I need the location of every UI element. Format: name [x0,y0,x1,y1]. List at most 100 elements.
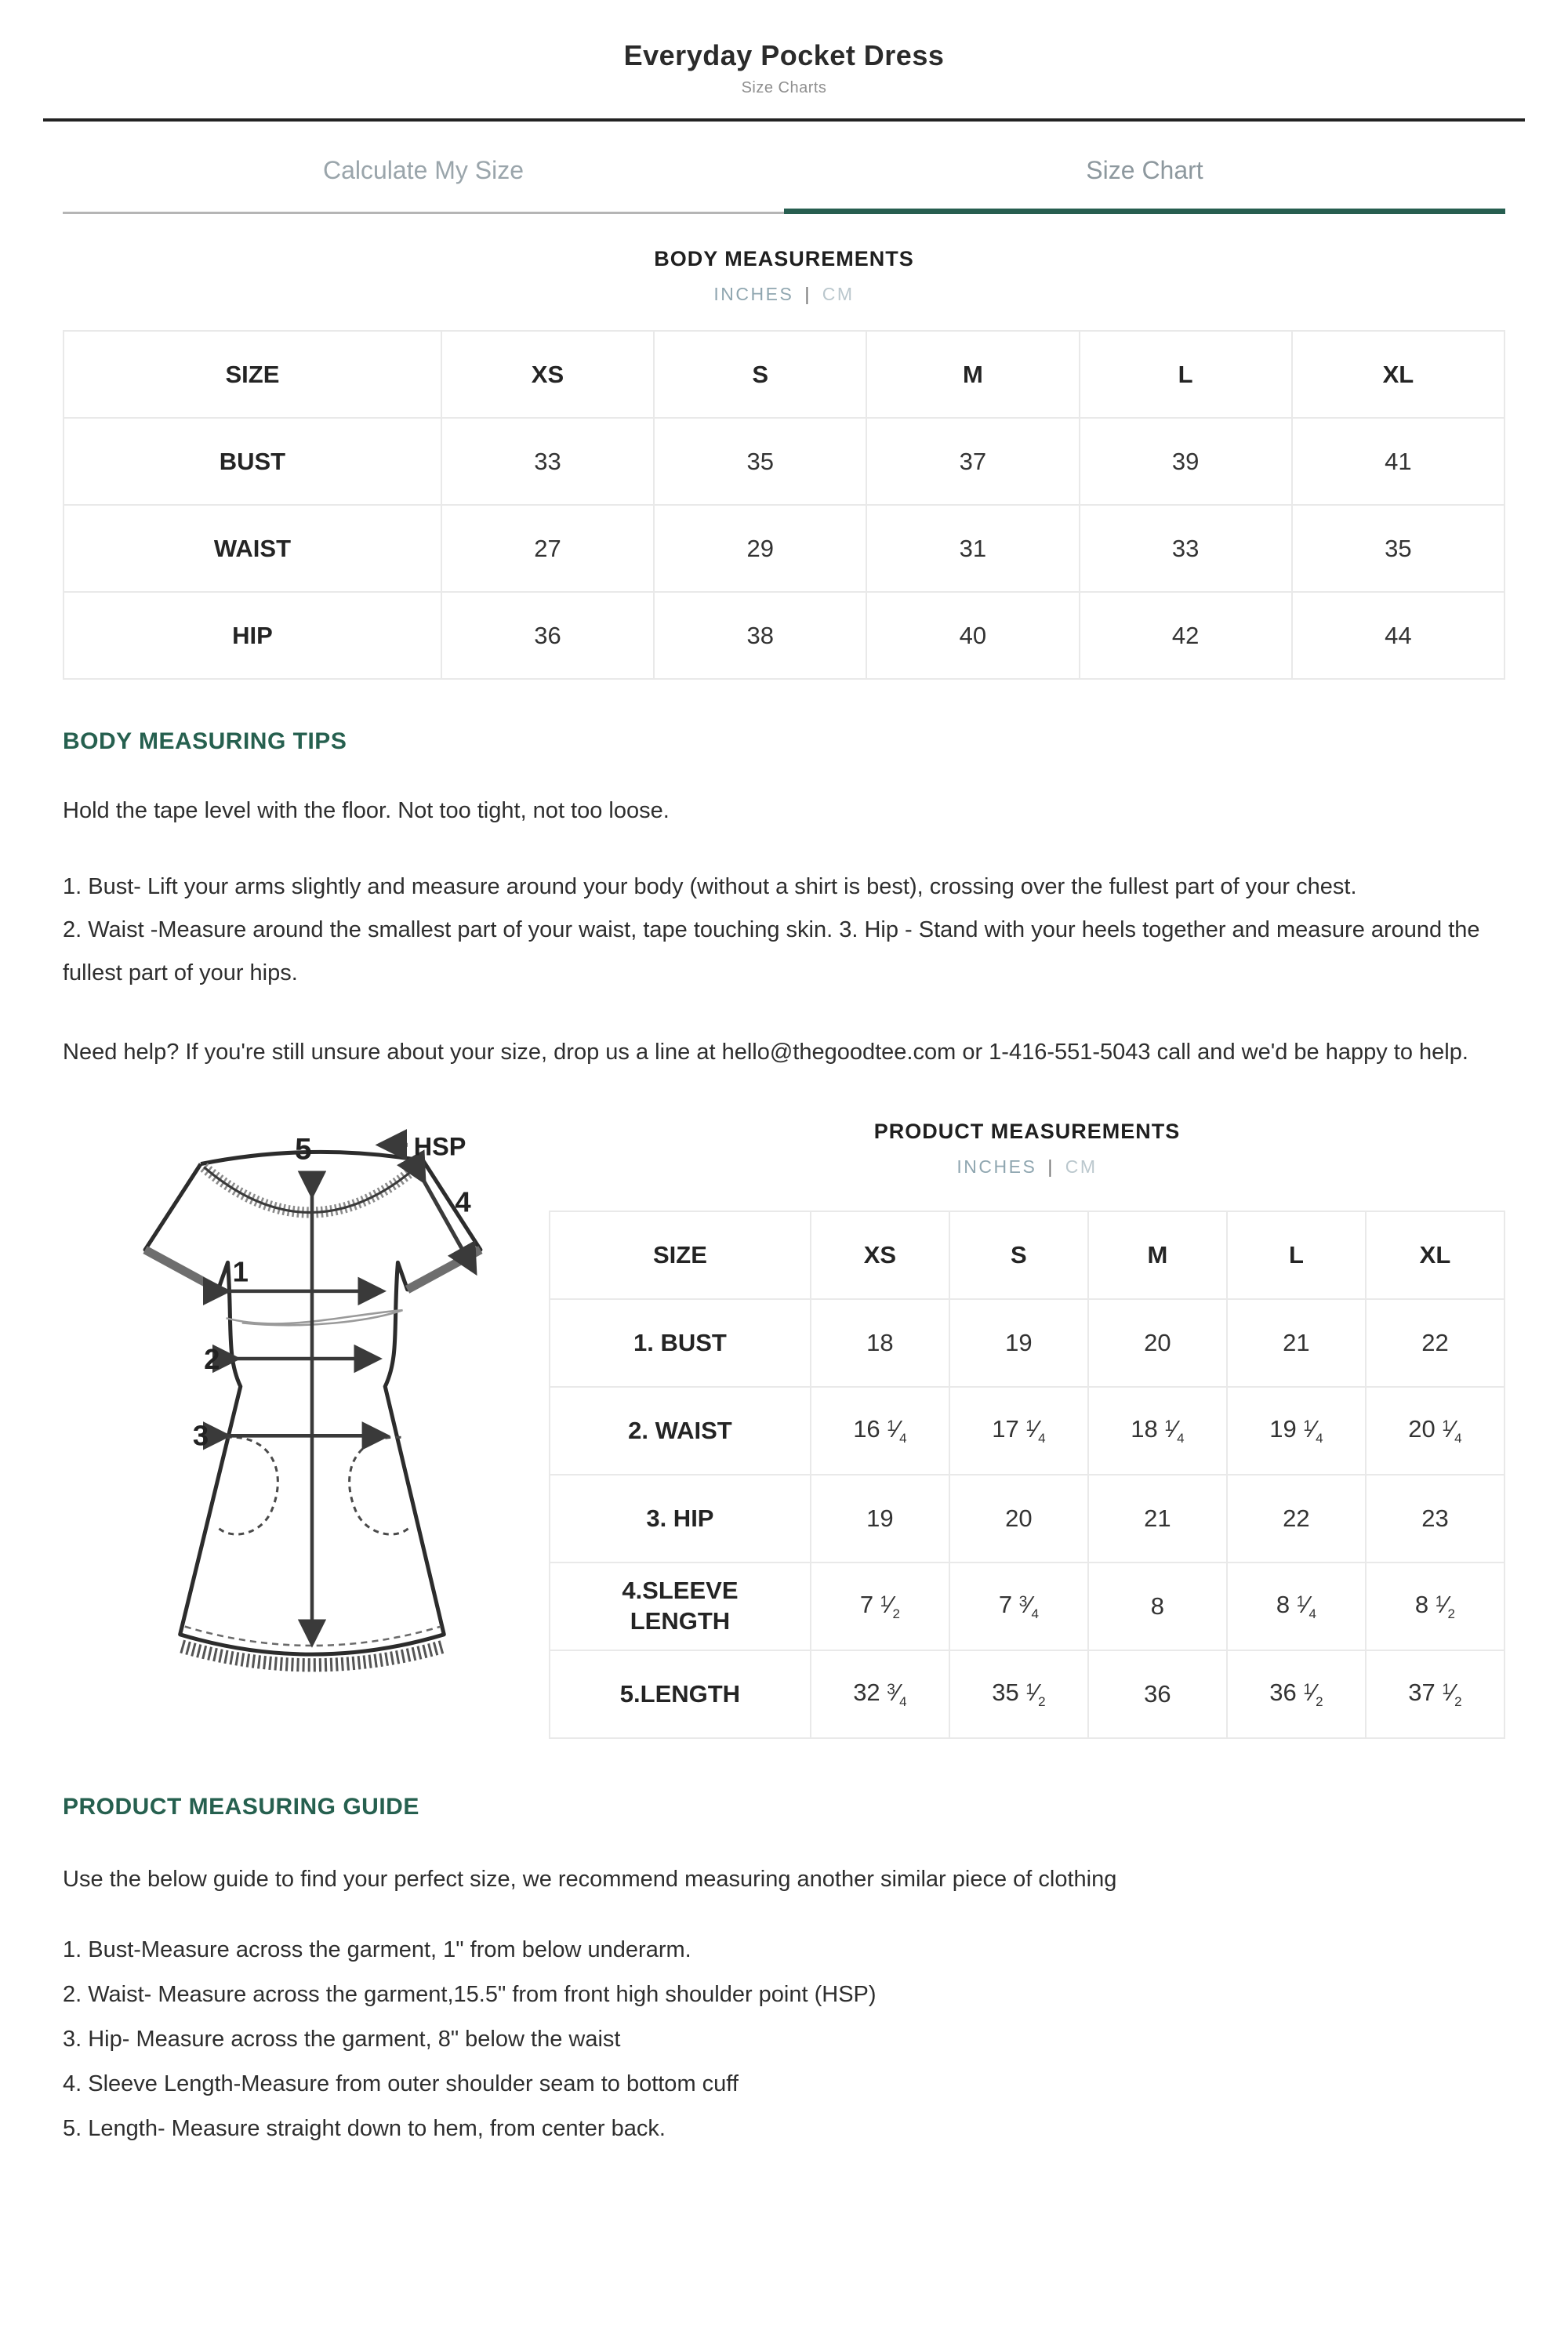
tab-size-chart[interactable]: Size Chart [784,122,1505,214]
column-header: XL [1364,1210,1506,1300]
product-measurements-heading: PRODUCT MEASUREMENTS [873,1120,1181,1143]
measurement-value: 39 [1078,417,1293,506]
row-label: HIP [63,591,442,680]
measurement-value: 44 [1290,591,1506,680]
column-header: SIZE [63,330,442,419]
measurement-value: 29 [653,504,868,593]
measurement-value: 35 [653,417,868,506]
product-measuring-guide-heading: PRODUCT MEASURING GUIDE [63,1794,419,1820]
header-divider [43,118,1525,122]
tips-item-bust: 1. Bust- Lift your arms slightly and mea… [63,874,1357,899]
tips-intro: Hold the tape level with the floor. Not … [63,798,670,823]
tab-bar: Calculate My Size Size Chart [63,122,1505,214]
guide-item: 2. Waist- Measure across the garment,15.… [63,1982,877,2007]
measurement-value: 21 [1225,1298,1367,1388]
measurement-value: 37 [866,417,1080,506]
product-units-toggle: INCHES | CM [549,1156,1505,1178]
guide-item: 1. Bust-Measure across the garment, 1" f… [63,1937,691,1962]
column-header: M [1087,1210,1228,1300]
product-table-column: PRODUCT MEASUREMENTS INCHES | CM SIZE XS S M L… [549,1120,1506,1739]
measurement-value: 20 1⁄4 [1364,1386,1506,1475]
diagram-column: 1 2 3 4 5 HSP [63,1120,549,1739]
table-row: 4.SLEEVE LENGTH 7 1⁄2 7 3⁄4 8 8 1⁄4 8 1⁄2 [549,1562,1506,1651]
measurement-value: 31 [866,504,1080,593]
table-row: 3. HIP 19 20 21 22 23 [549,1474,1506,1563]
column-header: XS [809,1210,950,1300]
product-measurements-table: SIZE XS S M L XL 1. BUST 18 19 20 21 22 2. WAIST 16 1… [549,1210,1506,1739]
measurement-value: 36 [440,591,655,680]
measurement-value: 16 1⁄4 [809,1386,950,1475]
dress-diagram: 1 2 3 4 5 HSP [143,1129,483,1672]
row-label: 2. WAIST [549,1386,811,1475]
row-label: 3. HIP [549,1474,811,1563]
units-divider: | [804,284,811,304]
diagram-label-bust: 1 [233,1256,249,1288]
measurement-value: 8 [1087,1562,1228,1651]
body-measurements-table: SIZE XS S M L XL BUST 33 35 37 39 41 WAIST 27 29 31 33 35… [63,330,1506,680]
measurement-value: 33 [440,417,655,506]
measurement-value: 18 [809,1298,950,1388]
inches-toggle[interactable]: INCHES [713,284,794,304]
column-header: XL [1290,330,1506,419]
tab-calculate-my-size[interactable]: Calculate My Size [63,122,784,214]
units-divider: | [1047,1156,1054,1177]
row-label: 1. BUST [549,1298,811,1388]
row-label: 5.LENGTH [549,1650,811,1739]
column-header: XS [440,330,655,419]
diagram-label-waist: 2 [204,1343,220,1375]
measurement-value: 7 3⁄4 [948,1562,1089,1651]
measurement-value: 40 [866,591,1080,680]
row-label: BUST [63,417,442,506]
table-row: 2. WAIST 16 1⁄4 17 1⁄4 18 1⁄4 19 1⁄4 20 1⁄4 [549,1386,1506,1475]
cm-toggle[interactable]: CM [822,284,855,304]
table-header-row: SIZE XS S M L XL [549,1210,1506,1300]
guide-item: 4. Sleeve Length-Measure from outer shou… [63,2071,739,2096]
measurement-value: 32 3⁄4 [809,1650,950,1739]
diagram-label-sleeve: 4 [455,1185,471,1218]
measurement-value: 42 [1078,591,1293,680]
measurement-value: 23 [1364,1474,1506,1563]
measurement-value: 35 [1290,504,1506,593]
measurement-value: 33 [1078,504,1293,593]
guide-intro: Use the below guide to find your perfect… [63,1867,1117,1892]
measurement-value: 35 1⁄2 [948,1650,1089,1739]
column-header: SIZE [549,1210,811,1300]
tips-item-waist-hip: 2. Waist -Measure around the smallest pa… [63,917,1480,985]
measurement-value: 19 [809,1474,950,1563]
measurement-value: 8 1⁄4 [1225,1562,1367,1651]
body-measurements-heading: BODY MEASUREMENTS [654,247,914,270]
table-header-row: SIZE XS S M L XL [63,330,1506,419]
table-row: BUST 33 35 37 39 41 [63,417,1506,506]
body-measuring-tips-heading: BODY MEASURING TIPS [63,728,347,754]
cm-toggle[interactable]: CM [1065,1156,1098,1177]
table-row: 5.LENGTH 32 3⁄4 35 1⁄2 36 36 1⁄2 37 1⁄2 [549,1650,1506,1739]
column-header: M [866,330,1080,419]
column-header: S [948,1210,1089,1300]
guide-list: 1. Bust-Measure across the garment, 1" f… [63,1928,1505,2151]
measurement-value: 18 1⁄4 [1087,1386,1228,1475]
page-title: Everyday Pocket Dress [623,39,945,71]
measurement-value: 19 1⁄4 [1225,1386,1367,1475]
measurement-value: 38 [653,591,868,680]
measurement-value: 41 [1290,417,1506,506]
guide-item: 5. Length- Measure straight down to hem,… [63,2116,666,2141]
guide-item: 3. Hip- Measure across the garment, 8" b… [63,2027,621,2052]
table-row: WAIST 27 29 31 33 35 [63,504,1506,593]
inches-toggle[interactable]: INCHES [956,1156,1037,1177]
measurement-value: 27 [440,504,655,593]
measurement-value: 8 1⁄2 [1364,1562,1506,1651]
column-header: S [653,330,868,419]
measurement-value: 22 [1225,1474,1367,1563]
column-header: L [1225,1210,1367,1300]
measurement-value: 22 [1364,1298,1506,1388]
table-row: HIP 36 38 40 42 44 [63,591,1506,680]
row-label: 4.SLEEVE LENGTH [549,1562,811,1651]
page-subtitle: Size Charts [741,79,827,96]
measurement-value: 19 [948,1298,1089,1388]
row-label: WAIST [63,504,442,593]
measurement-value: 36 [1087,1650,1228,1739]
diagram-label-hsp: HSP [414,1133,466,1161]
diagram-label-length: 5 [295,1133,311,1167]
measurement-value: 36 1⁄2 [1225,1650,1367,1739]
